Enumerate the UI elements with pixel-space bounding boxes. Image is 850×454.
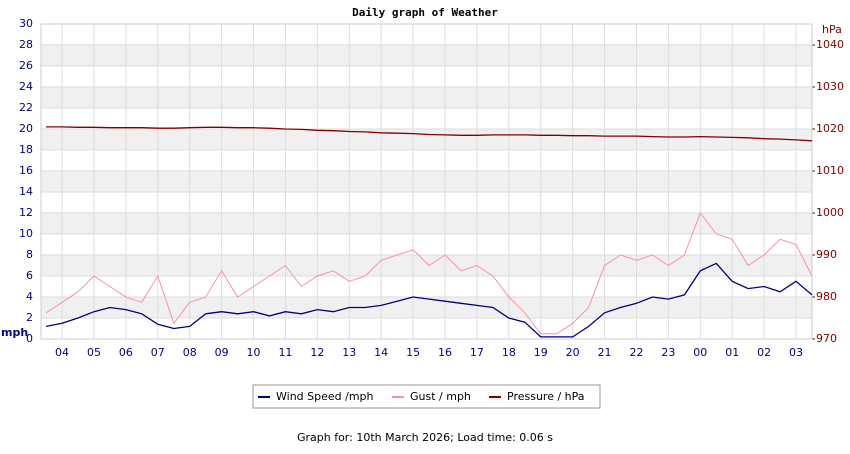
x-tick-label: 23 [661,346,675,359]
y-tick-label: 0 [26,332,33,345]
y2-tick-label: 990 [816,248,837,261]
grid-band [41,129,812,150]
y2-tick-label: 980 [816,290,837,303]
legend-label: Pressure / hPa [507,390,585,403]
y2-tick-label: 1010 [816,164,844,177]
x-tick-label: 03 [789,346,803,359]
y-tick-label: 24 [19,80,33,93]
y2-tick-label: 1000 [816,206,844,219]
x-tick-label: 22 [629,346,643,359]
grid-band [41,255,812,276]
series-line [46,126,813,142]
x-tick-label: 02 [757,346,771,359]
x-tick-label: 01 [725,346,739,359]
x-tick-label: 13 [342,346,356,359]
grid-band [41,87,812,108]
grid-band [41,171,812,192]
x-tick-label: 19 [534,346,548,359]
y-tick-label: 2 [26,311,33,324]
x-tick-label: 11 [278,346,292,359]
chart-title: Daily graph of Weather [352,6,498,19]
y2-tick-label: 1030 [816,80,844,93]
grid-band [41,45,812,66]
x-tick-label: 17 [470,346,484,359]
y2-tick-label: 1020 [816,122,844,135]
y-tick-label: 26 [19,59,33,72]
y-tick-label: 20 [19,122,33,135]
series-line [45,262,813,338]
footer: Graph for: 10th March 2026; Load time: 0… [297,431,553,444]
y-tick-label: 10 [19,227,33,240]
legend-box [252,384,601,409]
x-tick-label: 07 [151,346,165,359]
series-line [45,211,813,335]
plot-frame [40,23,813,340]
x-tick-label: 09 [215,346,229,359]
x-tick-label: 12 [310,346,324,359]
y-tick-label: 30 [19,17,33,30]
y-tick-label: 4 [26,290,33,303]
y-tick-label: 22 [19,101,33,114]
x-tick-label: 10 [247,346,261,359]
legend-label: Wind Speed /mph [276,390,374,403]
y-tick-label: 18 [19,143,33,156]
grid-band [41,213,812,234]
x-tick-label: 16 [438,346,452,359]
x-tick-label: 18 [502,346,516,359]
grid-band [41,297,812,318]
y-axis-label: mph [1,326,28,339]
x-tick-label: 06 [119,346,133,359]
y-tick-label: 28 [19,38,33,51]
x-tick-label: 20 [566,346,580,359]
legend-label: Gust / mph [410,390,471,403]
x-tick-label: 15 [406,346,420,359]
x-tick-label: 21 [598,346,612,359]
y2-tick-label: 970 [816,332,837,345]
x-tick-label: 08 [183,346,197,359]
y2-tick-label: 1040 [816,38,844,51]
y2-axis-label: hPa [822,23,842,36]
x-tick-label: 05 [87,346,101,359]
x-tick-label: 14 [374,346,388,359]
y-tick-label: 8 [26,248,33,261]
x-tick-label: 04 [55,346,69,359]
x-tick-label: 00 [693,346,707,359]
y-tick-label: 6 [26,269,33,282]
y-tick-label: 12 [19,206,33,219]
y-tick-label: 16 [19,164,33,177]
y-tick-label: 14 [19,185,33,198]
